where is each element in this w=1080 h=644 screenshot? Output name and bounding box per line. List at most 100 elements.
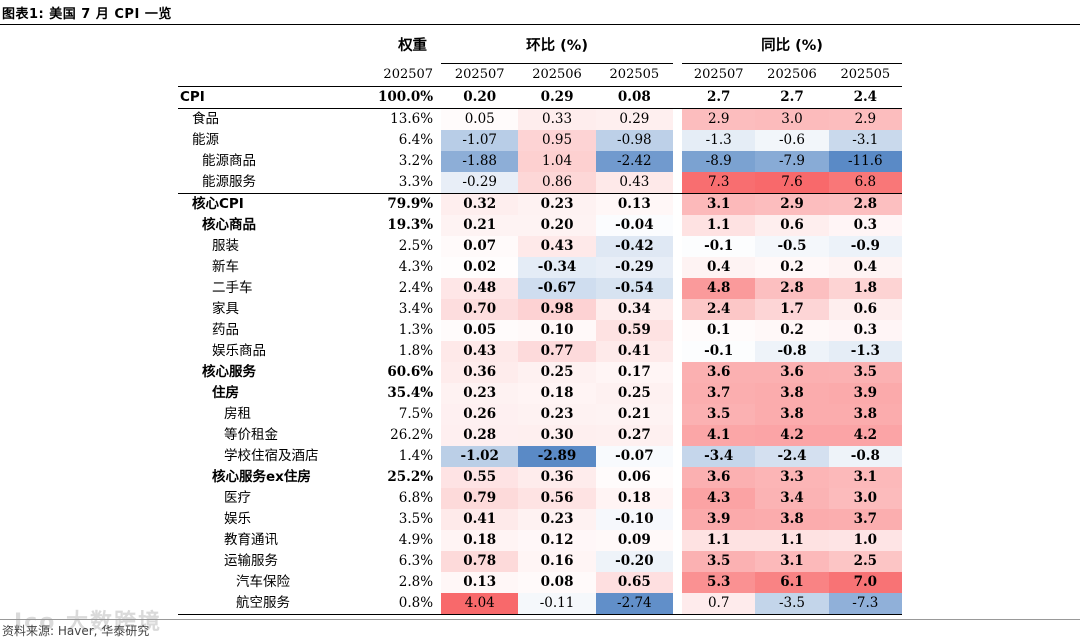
row-label: 二手车 [212,280,253,296]
mom-cell: 0.18 [441,530,519,551]
yoy-cell: 3.5 [682,551,756,572]
mom-cell: 0.41 [595,341,674,362]
mom-cell: 0.20 [441,86,519,109]
gap-cell [673,383,683,404]
mom-cell: 0.28 [441,425,519,446]
yoy-cell: 3.4 [755,488,829,509]
header-mom: 环比 (%) [441,29,674,64]
gap-cell [673,151,683,172]
mom-cell: -2.89 [518,446,596,467]
yoy-cell: 3.0 [755,108,829,130]
table-row: 学校住宿及酒店 1.4% -1.02 -2.89 -0.07 -3.4 -2.4 -0.8 [178,446,902,467]
mom-cell: 0.79 [441,488,519,509]
gap-cell [673,299,683,320]
row-weight: 6.4% [398,132,434,148]
table-row: 新车 4.3% 0.02 -0.34 -0.29 0.4 0.2 0.4 [178,257,902,278]
row-label: 汽车保险 [236,574,290,590]
mom-cell: 0.20 [518,215,596,236]
mom-cell: 0.05 [441,108,519,130]
mom-cell: 0.12 [518,530,596,551]
mom-cell: 0.33 [518,108,596,130]
mom-cell: 0.08 [518,572,596,593]
row-weight: 100.0% [360,86,442,109]
row-weight: 1.3% [398,322,434,338]
row-weight: 2.4% [398,280,434,296]
mom-cell: -0.11 [518,593,596,615]
gap-cell [673,108,683,130]
mom-cell: 0.23 [518,404,596,425]
yoy-cell: 2.9 [682,108,756,130]
table-row: 核心CPI 79.9% 0.32 0.23 0.13 3.1 2.9 2.8 [178,193,902,215]
row-label: 娱乐 [224,511,251,527]
gap-cell [673,193,683,215]
yoy-cell: 2.7 [682,86,756,109]
yoy-cell: 4.3 [682,488,756,509]
yoy-cell: 3.7 [682,383,756,404]
yoy-cell: 4.2 [755,425,829,446]
yoy-cell: -3.5 [755,593,829,615]
yoy-cell: 0.2 [755,320,829,341]
row-weight: 35.4% [387,385,434,401]
table-row: 教育通讯 4.9% 0.18 0.12 0.09 1.1 1.1 1.0 [178,530,902,551]
yoy-cell: 4.2 [828,425,902,446]
mom-cell: -0.42 [595,236,674,257]
yoy-cell: 3.0 [828,488,902,509]
cpi-table: 权重 环比 (%) 同比 (%) 202507 202507 202506 20… [178,29,902,615]
row-label: 等价租金 [224,427,278,443]
mom-cell: 0.23 [441,383,519,404]
yoy-cell: -0.8 [828,446,902,467]
mom-cell: 0.08 [595,86,674,109]
mom-cell: 0.13 [441,572,519,593]
table-row: 核心服务ex住房 25.2% 0.55 0.36 0.06 3.6 3.3 3.1 [178,467,902,488]
row-label: 药品 [212,322,239,338]
mom-cell: 0.70 [441,299,519,320]
yoy-cell: 3.8 [755,509,829,530]
row-label: 核心服务 [202,364,256,380]
bottom-rule [0,619,1080,620]
yoy-cell: -0.1 [682,236,756,257]
period-yoy-0: 202507 [682,63,756,87]
header-gap [673,29,682,64]
period-weight: 202507 [360,63,442,87]
mom-cell: 0.41 [441,509,519,530]
table-row: 核心服务 60.6% 0.36 0.25 0.17 3.6 3.6 3.5 [178,362,902,383]
mom-cell: 0.77 [518,341,596,362]
yoy-cell: 4.8 [682,278,756,299]
table-row: 核心商品 19.3% 0.21 0.20 -0.04 1.1 0.6 0.3 [178,215,902,236]
row-weight: 3.4% [398,301,434,317]
gap-cell [673,551,683,572]
row-weight: 79.9% [360,193,442,215]
period-mom-2: 202505 [595,63,674,87]
header-empty [178,29,361,64]
mom-cell: 0.23 [518,193,596,215]
yoy-cell: 6.1 [755,572,829,593]
yoy-cell: -3.1 [828,130,902,151]
yoy-cell: 3.7 [828,509,902,530]
mom-cell: 0.55 [441,467,519,488]
row-weight: 13.6% [390,111,434,127]
yoy-cell: 3.5 [682,404,756,425]
yoy-cell: 6.8 [828,172,902,194]
mom-cell: -0.29 [595,257,674,278]
header-row-groups: 权重 环比 (%) 同比 (%) [178,29,902,64]
yoy-cell: 7.3 [682,172,756,194]
header-yoy: 同比 (%) [682,29,902,64]
row-weight: 25.2% [387,469,434,485]
row-label: 核心服务ex住房 [212,469,311,485]
mom-cell: 0.18 [595,488,674,509]
table-row: 娱乐商品 1.8% 0.43 0.77 0.41 -0.1 -0.8 -1.3 [178,341,902,362]
period-mom-0: 202507 [441,63,519,87]
mom-cell: 0.21 [441,215,519,236]
row-label: 核心商品 [202,217,256,233]
header-weight: 权重 [398,38,428,55]
mom-cell: 0.26 [441,404,519,425]
yoy-cell: -1.3 [828,341,902,362]
mom-cell: 0.36 [441,362,519,383]
yoy-cell: 3.1 [682,193,756,215]
yoy-cell: -2.4 [755,446,829,467]
yoy-cell: 3.1 [755,551,829,572]
mom-cell: 0.98 [518,299,596,320]
row-label: 家具 [212,301,239,317]
mom-cell: 0.23 [518,509,596,530]
mom-cell: -1.02 [441,446,519,467]
